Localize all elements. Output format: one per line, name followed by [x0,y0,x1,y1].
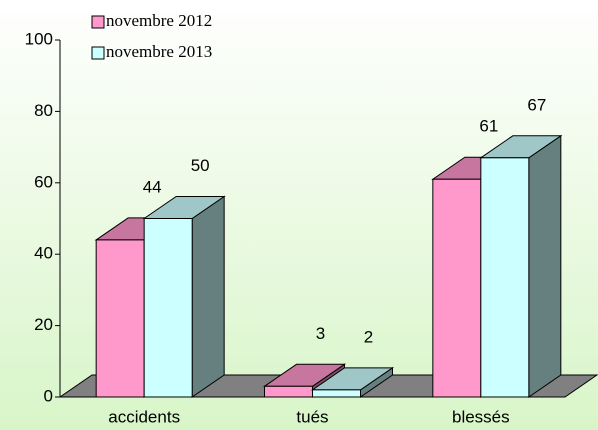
y-tick-label: 20 [34,315,53,334]
y-tick-label: 0 [44,386,53,405]
legend-swatch [91,15,105,29]
bar [95,239,145,398]
value-label: 3 [316,324,325,343]
value-label: 44 [143,177,162,196]
legend-label: novembre 2013 [106,42,212,61]
y-tick-label: 60 [34,172,53,191]
value-label: 61 [479,117,498,136]
y-tick-label: 40 [34,244,53,263]
bar [480,157,530,398]
bar [264,385,313,398]
bar-side [191,195,225,398]
value-label: 67 [527,95,546,114]
x-tick-label: blessés [452,407,510,426]
bar-side [528,134,562,398]
y-tick-label: 100 [25,29,53,48]
bar [143,218,193,398]
x-tick-label: tués [296,407,328,426]
value-label: 2 [364,327,373,346]
bar [432,178,482,398]
x-tick-label: accidents [108,407,180,426]
legend-swatch [91,46,105,60]
bar [312,389,361,398]
legend-label: novembre 2012 [106,11,212,30]
value-label: 50 [191,156,210,175]
y-tick-label: 80 [34,101,53,120]
